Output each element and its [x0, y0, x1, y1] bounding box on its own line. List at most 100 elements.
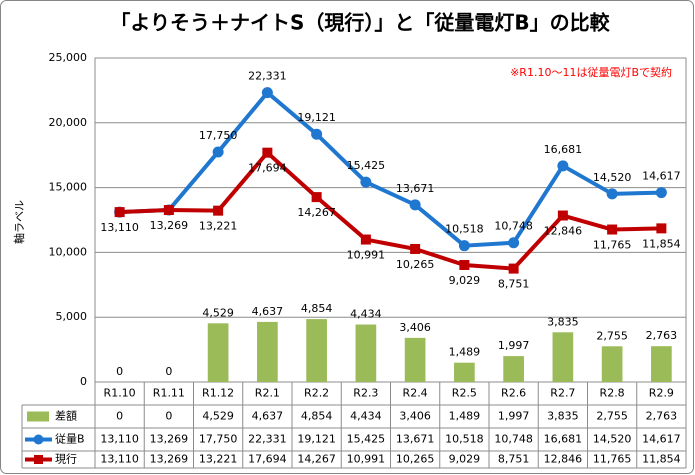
table-cell: 13,221 — [199, 453, 238, 466]
table-cell: 8,751 — [498, 453, 530, 466]
data-label: 4,434 — [350, 308, 382, 321]
marker — [607, 224, 618, 235]
x-tick-label: R2.7 — [550, 387, 575, 400]
bar — [651, 346, 672, 382]
table-cell: 1,489 — [449, 410, 481, 423]
legend-marker — [34, 455, 43, 464]
marker — [508, 237, 520, 249]
marker — [213, 205, 224, 216]
x-tick-label: R2.2 — [304, 387, 329, 400]
table-cell: 11,854 — [642, 453, 681, 466]
table-cell: 17,694 — [248, 453, 287, 466]
data-label: 9,029 — [449, 274, 481, 287]
table-cell: 16,681 — [544, 433, 583, 446]
data-label: 3,406 — [399, 321, 431, 334]
annotation: ※R1.10～11は従量電灯Bで契約 — [510, 65, 672, 79]
legend-label: 従量B — [55, 433, 85, 446]
bar — [503, 356, 524, 382]
marker — [557, 160, 569, 172]
table-cell: 1,997 — [498, 410, 530, 423]
x-tick-label: R2.8 — [600, 387, 625, 400]
table-cell: 0 — [165, 410, 172, 423]
data-label: 4,854 — [301, 302, 333, 315]
table-cell: 14,267 — [297, 453, 336, 466]
data-label: 10,748 — [494, 220, 533, 233]
table-cell: 2,755 — [596, 410, 628, 423]
table-cell: 11,765 — [593, 453, 632, 466]
table-cell: 10,991 — [347, 453, 386, 466]
y-tick-label: 15,000 — [49, 181, 88, 194]
data-label: 14,267 — [297, 206, 336, 219]
bar — [355, 324, 377, 382]
data-label: 19,121 — [297, 111, 336, 124]
marker — [656, 223, 667, 234]
table-cell: 4,854 — [301, 410, 333, 423]
x-tick-label: R1.11 — [153, 387, 185, 400]
y-tick-label: 0 — [80, 375, 87, 388]
table-cell: 13,110 — [100, 453, 139, 466]
marker — [655, 187, 667, 199]
data-label: 15,425 — [347, 159, 386, 172]
x-tick-label: R2.6 — [501, 387, 526, 400]
data-label: 1,997 — [498, 339, 530, 352]
table-cell: 19,121 — [297, 433, 336, 446]
data-label: 2,763 — [646, 329, 678, 342]
x-tick-label: R1.12 — [202, 387, 234, 400]
data-label: 8,751 — [498, 278, 530, 291]
table-cell: 4,529 — [202, 410, 234, 423]
y-tick-label: 10,000 — [49, 245, 88, 258]
data-label: 11,765 — [593, 239, 632, 252]
marker — [606, 188, 618, 200]
table-cell: 10,265 — [396, 453, 435, 466]
marker — [459, 259, 470, 270]
marker — [262, 147, 273, 158]
table-cell: 15,425 — [347, 433, 386, 446]
marker — [311, 128, 323, 140]
data-label: 4,637 — [252, 305, 284, 318]
table-cell: 14,617 — [642, 433, 681, 446]
marker — [409, 199, 421, 211]
bar — [306, 319, 327, 382]
bar — [257, 321, 278, 382]
legend-swatch — [27, 411, 49, 422]
data-label: 2,755 — [596, 329, 628, 342]
bar — [207, 323, 229, 382]
y-tick-label: 5,000 — [56, 310, 88, 323]
marker — [163, 205, 174, 216]
table-cell: 4,637 — [252, 410, 284, 423]
legend-label: 現行 — [55, 453, 77, 466]
table-cell: 13,269 — [150, 433, 189, 446]
table-cell: 14,520 — [593, 433, 632, 446]
marker — [410, 243, 421, 254]
table-cell: 13,269 — [150, 453, 189, 466]
chart-title: 「よりそう＋ナイトS（現行）」と「従量電灯B」の比較 — [110, 11, 610, 35]
bar — [601, 346, 623, 382]
marker — [212, 146, 224, 158]
line — [119, 150, 662, 271]
table-cell: 3,406 — [399, 410, 431, 423]
bar — [404, 337, 426, 382]
table-cell: 13,671 — [396, 433, 435, 446]
table-cell: 0 — [116, 410, 123, 423]
x-tick-label: R2.3 — [353, 387, 378, 400]
data-label: 1,489 — [449, 346, 481, 359]
marker — [508, 263, 519, 274]
data-label: 13,110 — [100, 221, 139, 234]
data-label: 14,520 — [593, 171, 632, 184]
table-cell: 17,750 — [199, 433, 238, 446]
data-label: 11,854 — [642, 237, 681, 250]
data-label: 0 — [116, 365, 123, 378]
y-axis-label: 軸ラベル — [12, 200, 26, 244]
table-cell: 4,434 — [350, 410, 382, 423]
x-tick-label: R2.4 — [403, 387, 428, 400]
marker — [311, 192, 322, 203]
marker — [458, 240, 470, 252]
data-label: 10,518 — [445, 223, 484, 236]
data-label: 14,617 — [642, 170, 681, 183]
data-label: 4,529 — [202, 306, 234, 319]
x-tick-label: R2.9 — [649, 387, 674, 400]
table-cell: 10,748 — [494, 433, 533, 446]
table-cell: 13,110 — [100, 433, 139, 446]
